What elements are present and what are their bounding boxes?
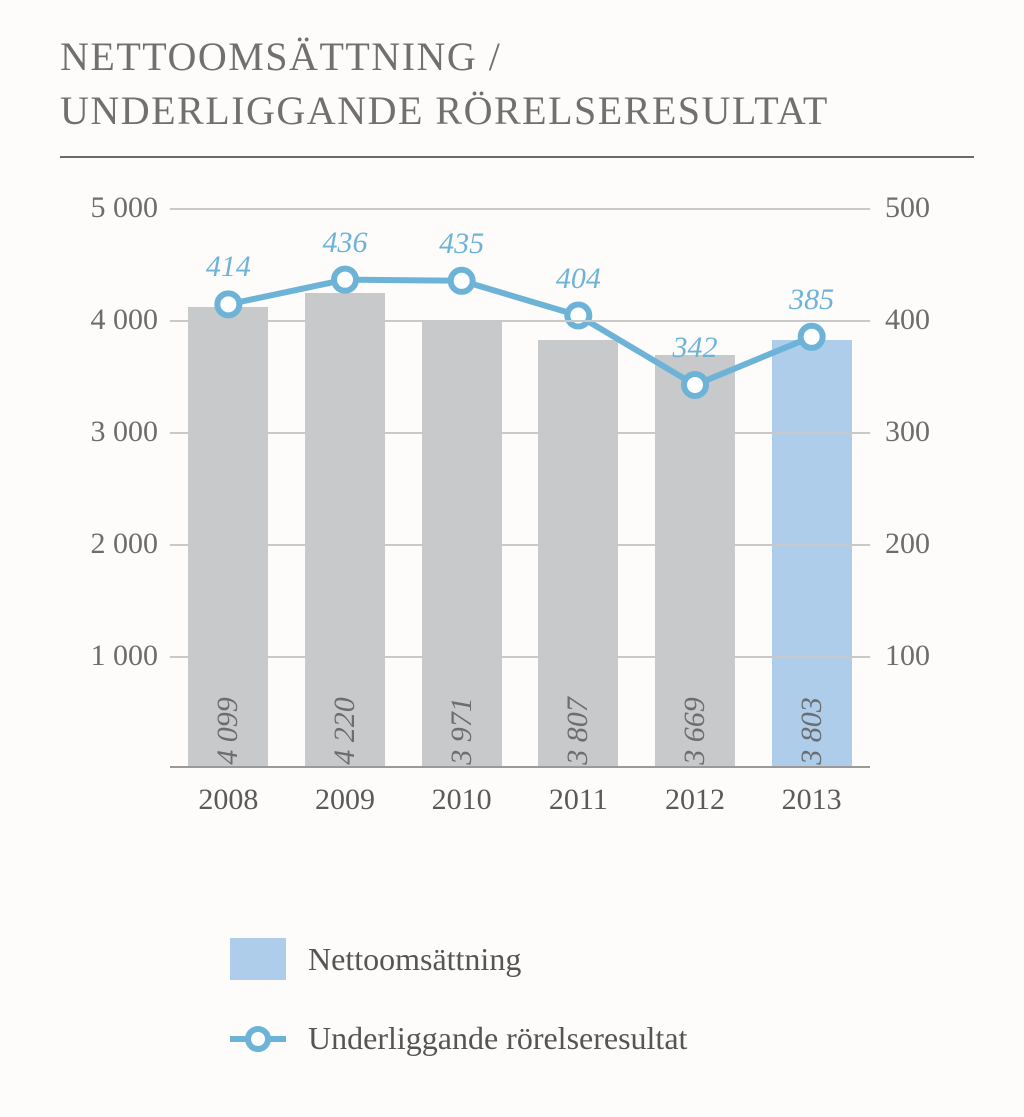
gridline	[170, 432, 870, 434]
y-right-tick-label: 100	[885, 639, 930, 673]
legend-item-bar: Nettoomsättning	[230, 938, 974, 980]
x-tick-label: 2012	[665, 783, 725, 817]
line-path	[228, 280, 811, 385]
title-line-1: NETTOOMSÄTTNING /	[60, 34, 501, 79]
y-left-tick-label: 5 000	[91, 191, 159, 225]
legend-bar-swatch	[230, 938, 286, 980]
chart-title: NETTOOMSÄTTNING / UNDERLIGGANDE RÖRELSER…	[60, 30, 974, 138]
chart-area: 3 8033 6693 8073 9714 2204 099 1 000 100 2…	[60, 208, 970, 828]
y-left-tick-label: 4 000	[91, 303, 159, 337]
line-value-label: 414	[206, 250, 251, 284]
gridline	[170, 656, 870, 658]
line-marker	[801, 326, 823, 348]
y-left-tick-label: 3 000	[91, 415, 159, 449]
y-right-tick-label: 500	[885, 191, 930, 225]
x-tick-label: 2009	[315, 783, 375, 817]
gridline	[170, 208, 870, 210]
x-tick-label: 2010	[432, 783, 492, 817]
legend-line-label: Underliggande rörelseresultat	[308, 1020, 687, 1057]
line-marker	[451, 270, 473, 292]
x-tick-label: 2013	[782, 783, 842, 817]
line-marker	[567, 305, 589, 327]
line-value-label: 404	[556, 262, 601, 296]
chart-container: NETTOOMSÄTTNING / UNDERLIGGANDE RÖRELSER…	[0, 0, 1024, 1117]
y-right-tick-label: 200	[885, 527, 930, 561]
line-value-label: 385	[789, 283, 834, 317]
legend-bar-label: Nettoomsättning	[308, 941, 521, 978]
line-value-label: 435	[439, 227, 484, 261]
line-value-label: 342	[673, 331, 718, 365]
y-right-tick-label: 300	[885, 415, 930, 449]
x-tick-label: 2011	[549, 783, 608, 817]
gridline	[170, 320, 870, 322]
plot-area: 3 8033 6693 8073 9714 2204 099	[170, 208, 870, 768]
title-underline	[60, 156, 974, 158]
line-marker	[334, 269, 356, 291]
line-series-svg	[170, 208, 870, 768]
legend: Nettoomsättning Underliggande rörelseres…	[60, 938, 974, 1057]
line-marker	[217, 293, 239, 315]
title-line-2: UNDERLIGGANDE RÖRELSERESULTAT	[60, 88, 829, 133]
y-left-tick-label: 2 000	[91, 527, 159, 561]
legend-item-line: Underliggande rörelseresultat	[230, 1020, 974, 1057]
line-value-label: 436	[323, 226, 368, 260]
line-marker	[684, 374, 706, 396]
y-left-tick-label: 1 000	[91, 639, 159, 673]
gridline	[170, 544, 870, 546]
x-tick-label: 2008	[198, 783, 258, 817]
y-right-tick-label: 400	[885, 303, 930, 337]
legend-line-swatch	[230, 1024, 286, 1054]
